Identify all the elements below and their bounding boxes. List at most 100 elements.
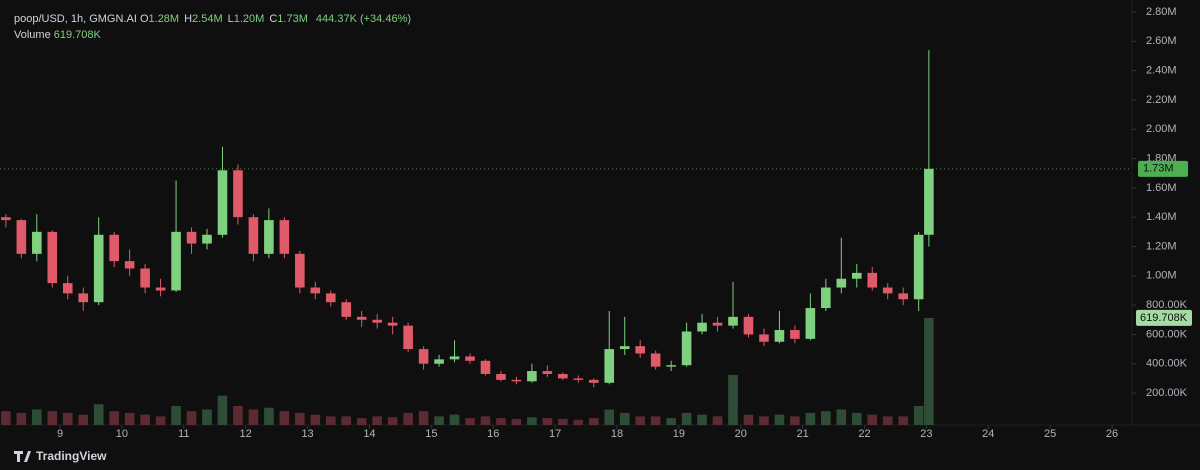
candle-body	[558, 374, 568, 379]
candle-body	[867, 272, 878, 288]
volume-bar	[325, 416, 336, 425]
volume-row: Volume 619.708K	[14, 27, 411, 43]
volume-bar	[913, 405, 924, 425]
candle-body	[341, 302, 352, 317]
candle-body	[619, 346, 630, 350]
candle-body	[743, 316, 754, 335]
volume-bar	[867, 414, 878, 425]
volume-bar	[279, 411, 290, 425]
x-tick-label: 12	[240, 428, 252, 440]
candle-body	[93, 234, 104, 303]
volume-bar	[47, 411, 58, 425]
candle-body	[465, 356, 475, 361]
ohlc-value: 2.54M	[192, 13, 223, 25]
candle-body	[171, 231, 181, 291]
volume-bar	[124, 412, 135, 425]
x-tick-label: 17	[549, 428, 561, 440]
candle-body	[124, 261, 135, 269]
candle-body	[790, 330, 800, 339]
x-tick-label: 20	[735, 428, 747, 440]
x-tick-label: 10	[116, 428, 128, 440]
volume-bar	[155, 416, 166, 425]
volume-bar	[836, 409, 847, 425]
ohlc-label: O	[139, 13, 149, 25]
volume-bar	[140, 414, 150, 425]
volume-bar	[666, 418, 676, 425]
candle-body	[418, 349, 429, 364]
y-tick-label: 2.00M	[1146, 123, 1177, 135]
candle-body	[480, 360, 491, 374]
candle-body	[1, 217, 11, 221]
volume-bar	[356, 418, 367, 425]
candle-body	[805, 308, 816, 339]
ohlc-value: 1.73M	[277, 13, 308, 25]
volume-bar	[264, 407, 274, 425]
last-volume-label: 619.708K	[1140, 312, 1188, 324]
volume-bar	[681, 412, 692, 425]
x-tick-label: 11	[178, 428, 189, 440]
last-price-label: 1.73M	[1143, 163, 1174, 175]
x-tick-label: 13	[301, 428, 313, 440]
volume-bar	[588, 418, 599, 425]
candle-body	[140, 268, 150, 288]
volume-bar	[403, 412, 413, 425]
volume-bar	[62, 412, 73, 425]
candle-body	[155, 287, 166, 291]
change: 444.37K (+34.46%)	[315, 13, 412, 25]
candle-body	[434, 359, 444, 364]
y-tick-label: 800.00K	[1146, 299, 1188, 311]
volume-bar	[248, 409, 259, 425]
volume-bar	[697, 414, 707, 425]
legend-row: poop/USD, 1h, GMGN.AI O1.28M H2.54M L1.20M…	[14, 11, 411, 27]
volume-bar	[341, 416, 352, 425]
candle-body	[635, 346, 645, 354]
candle-body	[681, 331, 692, 366]
x-tick-label: 25	[1044, 428, 1056, 440]
x-tick-label: 23	[920, 428, 932, 440]
volume-bar	[16, 412, 27, 425]
volume-bar	[924, 317, 934, 425]
x-tick-label: 9	[57, 428, 63, 440]
candle-body	[295, 253, 305, 288]
candle-body	[821, 287, 831, 309]
y-tick-label: 2.60M	[1146, 35, 1177, 47]
volume-bar	[790, 416, 800, 425]
volume-bar	[898, 416, 908, 425]
y-tick-label: 2.40M	[1146, 65, 1177, 77]
candle-body	[47, 231, 58, 284]
volume-bar	[233, 405, 243, 425]
candle-layer	[1, 50, 934, 388]
ohlc-label: H	[184, 13, 193, 25]
y-tick-label: 1.00M	[1146, 270, 1177, 282]
volume-bar	[78, 414, 89, 425]
x-tick-label: 19	[673, 428, 685, 440]
x-tick-label: 24	[982, 428, 994, 440]
ohlc: O1.28M H2.54M L1.20M C1.73M	[140, 13, 313, 25]
volume-bar	[759, 416, 769, 425]
candle-body	[233, 170, 243, 218]
volume-bar	[743, 414, 754, 425]
candle-body	[264, 220, 274, 254]
x-tick-label: 22	[858, 428, 870, 440]
candle-body	[759, 334, 769, 342]
symbol: poop/USD, 1h, GMGN.AI	[14, 13, 137, 25]
candle-body	[449, 356, 460, 360]
volume-bar	[542, 418, 553, 425]
candle-body	[924, 168, 934, 235]
volume-bar	[558, 418, 568, 425]
volume-bar	[32, 409, 42, 425]
legend: poop/USD, 1h, GMGN.AI O1.28M H2.54M L1.20M…	[14, 11, 411, 43]
y-tick-label: 200.00K	[1146, 387, 1188, 399]
volume-bar	[821, 411, 831, 425]
x-tick-label: 21	[797, 428, 809, 440]
volume-bar	[712, 416, 723, 425]
candle-body	[542, 371, 553, 374]
candle-body	[310, 287, 321, 294]
candle-body	[32, 231, 42, 254]
volume-bar	[882, 416, 893, 425]
volume-value: 619.708K	[53, 29, 101, 41]
volume-bar	[573, 419, 584, 425]
